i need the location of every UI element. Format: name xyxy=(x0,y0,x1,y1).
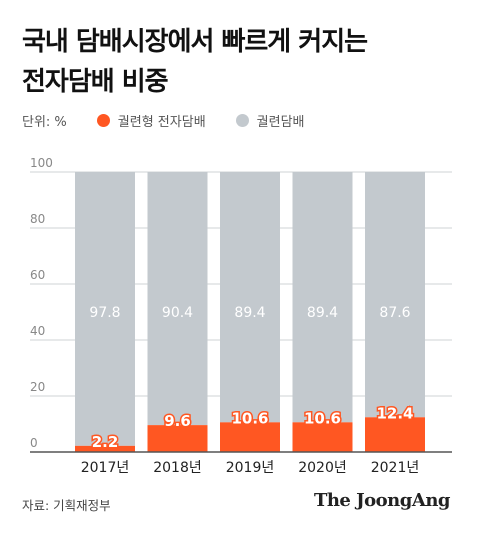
x-tick-label: 2017년 xyxy=(81,460,130,476)
chart-title: 국내 담배시장에서 빠르게 커지는 전자담배 비중 xyxy=(22,22,462,102)
bar-cigarette xyxy=(148,172,208,425)
data-label-e-cig: 10.6 xyxy=(304,409,341,427)
legend-item-e-cig: 궐련형 전자담배 xyxy=(97,111,206,130)
data-label-e-cig: 2.2 xyxy=(92,433,119,451)
unit-label: 단위: % xyxy=(22,111,67,130)
title-line-1: 국내 담배시장에서 빠르게 커지는 xyxy=(22,27,367,57)
data-label-cigarette: 97.8 xyxy=(89,305,120,321)
y-tick-label: 20 xyxy=(30,380,45,394)
legend-item-cigarette: 궐련담배 xyxy=(236,111,305,130)
legend-label-e-cig: 궐련형 전자담배 xyxy=(118,111,206,130)
x-tick-label: 2019년 xyxy=(226,460,275,476)
y-tick-label: 100 xyxy=(30,156,53,170)
y-tick-label: 0 xyxy=(30,436,38,450)
data-label-e-cig: 10.6 xyxy=(231,409,268,427)
source-note: 자료: 기획재정부 xyxy=(22,495,111,514)
legend-swatch-e-cig xyxy=(97,114,110,127)
bar-cigarette xyxy=(365,172,425,417)
y-tick-label: 60 xyxy=(30,268,45,282)
x-tick-label: 2020년 xyxy=(298,460,347,476)
bar-cigarette xyxy=(220,172,280,422)
data-label-e-cig: 12.4 xyxy=(376,404,413,422)
legend-label-cigarette: 궐련담배 xyxy=(257,111,305,130)
x-tick-label: 2018년 xyxy=(153,460,202,476)
data-label-cigarette: 89.4 xyxy=(234,305,265,321)
legend-swatch-cigarette xyxy=(236,114,249,127)
data-label-cigarette: 90.4 xyxy=(162,305,193,321)
stacked-bar-chart: 0 20 40 60 80 100 97.8 2.2 2017년 90.4 9.6 2018년 89.4… xyxy=(0,150,480,480)
bar-cigarette xyxy=(293,172,353,422)
x-tick-label: 2021년 xyxy=(371,460,420,476)
data-label-cigarette: 89.4 xyxy=(307,305,338,321)
title-line-2: 전자담배 비중 xyxy=(22,67,168,97)
data-label-cigarette: 87.6 xyxy=(379,305,410,321)
data-label-e-cig: 9.6 xyxy=(164,412,191,430)
legend: 단위: % 궐련형 전자담배 궐련담배 xyxy=(22,110,305,130)
bar-e-cig xyxy=(365,417,425,452)
y-tick-label: 80 xyxy=(30,212,45,226)
publisher-logo: The JoongAng xyxy=(314,490,450,511)
y-tick-label: 40 xyxy=(30,324,45,338)
